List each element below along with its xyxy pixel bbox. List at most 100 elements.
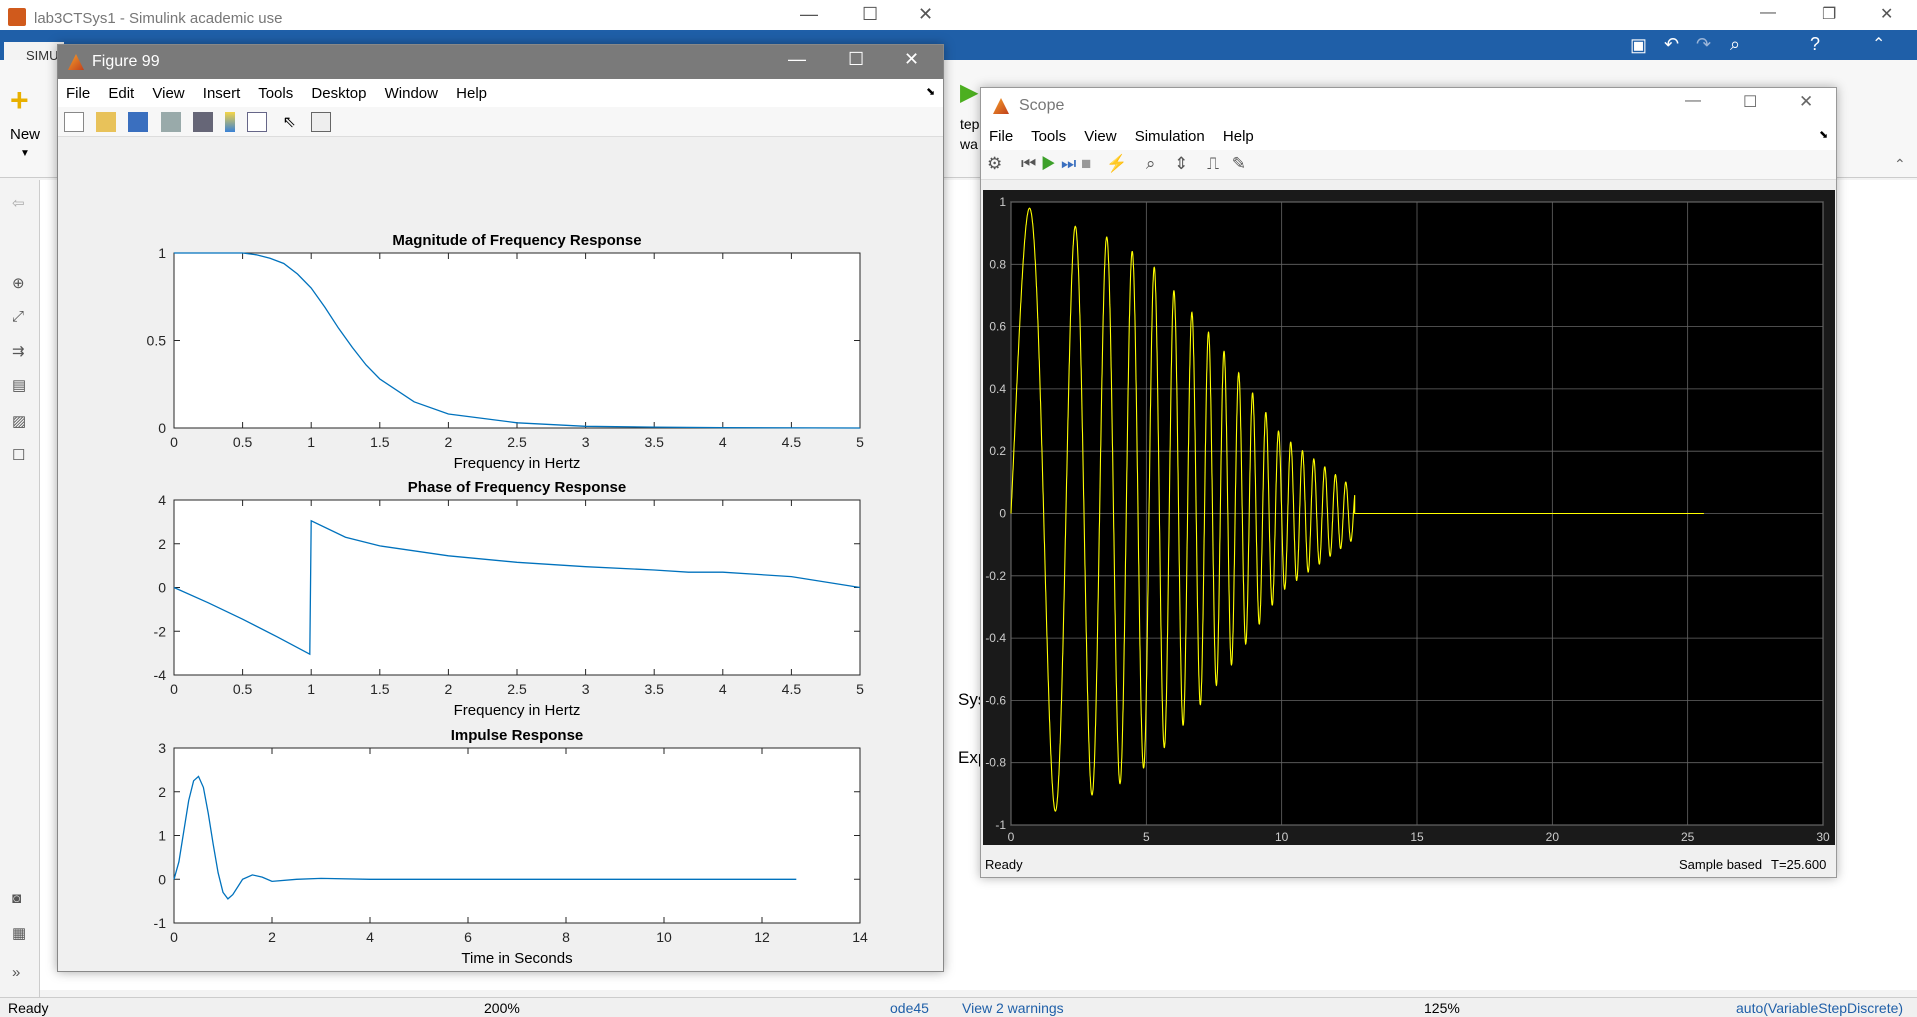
menu-help[interactable]: Help xyxy=(456,85,488,102)
status-text: Ready xyxy=(8,1000,49,1016)
save-icon[interactable] xyxy=(128,112,149,132)
x-tick-label: 1.5 xyxy=(370,681,390,697)
scope-menu-tools[interactable]: Tools xyxy=(1031,128,1067,145)
sim-time: T=25.600 xyxy=(1771,857,1827,872)
menu-edit[interactable]: Edit xyxy=(108,85,135,102)
minimize-icon[interactable]: — xyxy=(1760,4,1776,21)
expand-ribbon-icon[interactable]: ⌃ xyxy=(1894,156,1906,172)
x-tick-label: 0.5 xyxy=(233,434,253,450)
status-bar: Ready 200% ode45 View 2 warnings 125% au… xyxy=(0,997,1917,1017)
close-icon[interactable]: ✕ xyxy=(904,49,920,69)
figure-window: Figure 99 — ☐ ✕ File Edit View Insert To… xyxy=(57,44,944,972)
close-icon[interactable]: ✕ xyxy=(1799,92,1814,111)
maximize-icon[interactable]: ☐ xyxy=(862,4,879,24)
menu-window[interactable]: Window xyxy=(384,85,438,102)
collapse-icon[interactable]: » xyxy=(12,964,21,981)
x-tick-label: 10 xyxy=(656,929,672,945)
matlab-icon xyxy=(993,98,1009,114)
image-icon[interactable]: ▨ xyxy=(12,413,27,430)
help-icon[interactable]: ? xyxy=(1810,34,1821,54)
legend-icon[interactable] xyxy=(247,112,268,132)
x-axis-label: Time in Seconds xyxy=(461,950,572,967)
x-tick-label: 3.5 xyxy=(644,434,664,450)
scope-signal-trace xyxy=(1010,207,1704,812)
solver-right-link[interactable]: auto(VariableStepDiscrete) xyxy=(1736,1000,1904,1016)
dock-icon[interactable]: ⬊ xyxy=(926,86,936,98)
print-icon[interactable] xyxy=(160,112,181,132)
menu-file[interactable]: File xyxy=(66,85,91,102)
new-dropdown-icon[interactable]: ▼ xyxy=(20,148,30,159)
minimize-icon[interactable]: — xyxy=(788,49,806,69)
scale-axes-icon[interactable]: ⇕ xyxy=(1174,154,1189,173)
scope-y-tick-label: -0.2 xyxy=(985,569,1006,583)
redo-icon[interactable]: ↷ xyxy=(1696,34,1712,54)
restore-icon[interactable]: ❐ xyxy=(1822,6,1837,23)
scope-y-tick-label: -0.6 xyxy=(985,693,1006,707)
fit-view-icon[interactable]: ⤢ xyxy=(12,308,25,325)
pointer-icon[interactable]: ⇖ xyxy=(282,114,296,131)
y-tick-label: -2 xyxy=(154,623,167,639)
x-tick-label: 2 xyxy=(445,434,453,450)
y-tick-label: 0 xyxy=(158,580,166,596)
scope-menu-help[interactable]: Help xyxy=(1222,128,1254,145)
scope-menu-simulation[interactable]: Simulation xyxy=(1134,128,1205,145)
close-icon[interactable]: ✕ xyxy=(918,4,934,24)
figure-axes-svg: Magnitude of Frequency Response 0 0.5 1 1.5 2… xyxy=(147,232,868,967)
dock-icon[interactable]: ⬊ xyxy=(1819,129,1829,141)
step-back-icon[interactable]: ⏮ xyxy=(1020,154,1037,173)
solver-link[interactable]: ode45 xyxy=(890,1000,929,1016)
menu-desktop[interactable]: Desktop xyxy=(311,85,367,102)
step-forward-icon[interactable]: ⏭ xyxy=(1060,154,1077,173)
close-icon[interactable]: ✕ xyxy=(1880,6,1894,23)
search-icon[interactable]: ⌕ xyxy=(1730,34,1741,54)
link-plot-icon[interactable] xyxy=(192,112,213,132)
save-icon[interactable]: ▣ xyxy=(1630,35,1648,55)
triggers-icon[interactable]: ⎍ xyxy=(1207,154,1220,173)
minimize-icon[interactable]: — xyxy=(800,4,818,24)
stop-icon[interactable]: ■ xyxy=(1080,154,1092,173)
run-icon[interactable]: ▶ xyxy=(1041,154,1057,173)
new-figure-icon[interactable] xyxy=(64,112,84,132)
figure-menubar: File Edit View Insert Tools Desktop Wind… xyxy=(58,79,943,107)
scope-title: Scope xyxy=(1019,97,1065,114)
arrows-icon[interactable]: ⇉ xyxy=(12,343,25,360)
open-file-icon[interactable] xyxy=(96,112,117,132)
zoom-icon[interactable]: ⊕ xyxy=(12,275,25,292)
colorbar-icon[interactable] xyxy=(224,112,235,132)
annotation-icon[interactable]: ▤ xyxy=(12,377,27,394)
highlight-icon[interactable]: ⚡ xyxy=(1106,154,1128,173)
scope-toolbar: ⚙ ⏮ ▶ ⏭ ■ ⚡ ⌕ ⇕ ⎍ ✎ xyxy=(981,150,1836,180)
scope-plot-area: 0 5 10 15 20 25 30 1 0.8 0.6 0.4 0.2 0 -0.2 -0.4 -0.6 -0… xyxy=(983,190,1835,845)
maximize-icon[interactable]: ☐ xyxy=(1743,94,1758,111)
back-icon[interactable]: ⇦ xyxy=(12,195,25,212)
x-tick-label: 4 xyxy=(366,929,374,945)
minimize-icon[interactable]: — xyxy=(1685,92,1701,109)
x-tick-label: 2 xyxy=(445,681,453,697)
menu-insert[interactable]: Insert xyxy=(202,85,241,102)
y-tick-label: 2 xyxy=(158,784,166,800)
zoom-icon[interactable]: ⌕ xyxy=(1145,154,1156,173)
expand-icon[interactable]: ⌃ xyxy=(1872,36,1886,53)
menu-tools[interactable]: Tools xyxy=(258,85,294,102)
camera-icon[interactable]: ◙ xyxy=(12,890,22,907)
area-icon[interactable]: ☐ xyxy=(12,447,26,464)
edit-icon[interactable]: ✎ xyxy=(1231,154,1247,173)
new-button-label[interactable]: New xyxy=(10,126,41,143)
warnings-link[interactable]: View 2 warnings xyxy=(962,1000,1064,1016)
x-tick-label: 0 xyxy=(170,434,178,450)
x-tick-label: 1 xyxy=(307,434,315,450)
y-tick-label: 0.5 xyxy=(147,333,167,349)
scope-y-tick-label: 0.8 xyxy=(989,257,1006,271)
scope-menu-view[interactable]: View xyxy=(1084,128,1117,145)
new-icon[interactable]: + xyxy=(10,82,29,118)
y-tick-label: -1 xyxy=(154,915,167,931)
scope-x-tick-label: 0 xyxy=(1008,830,1015,844)
model-browser-icon[interactable]: ▦ xyxy=(12,925,27,942)
undo-icon[interactable]: ↶ xyxy=(1664,34,1680,54)
run-icon[interactable]: ▶ xyxy=(960,79,979,106)
menu-view[interactable]: View xyxy=(152,85,185,102)
maximize-icon[interactable]: ☐ xyxy=(848,49,865,69)
settings-icon[interactable]: ⚙ xyxy=(987,154,1003,173)
property-editor-icon[interactable] xyxy=(311,112,332,132)
scope-menu-file[interactable]: File xyxy=(989,128,1014,145)
